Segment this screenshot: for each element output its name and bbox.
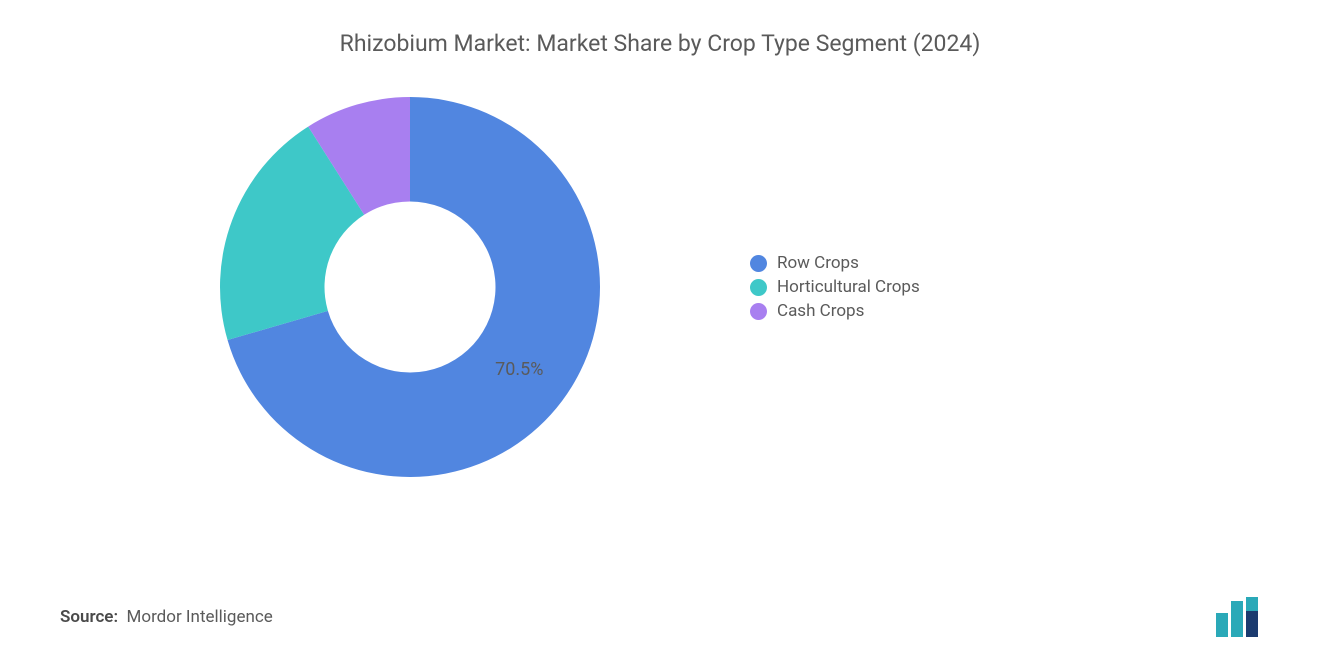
legend-item: Row Crops bbox=[750, 253, 920, 273]
legend-label: Row Crops bbox=[777, 253, 859, 273]
legend-item: Horticultural Crops bbox=[750, 277, 920, 297]
slice-percent-label: 70.5% bbox=[495, 359, 543, 380]
legend-dot-icon bbox=[750, 255, 767, 272]
source-line: Source: Mordor Intelligence bbox=[60, 607, 273, 627]
chart-title: Rhizobium Market: Market Share by Crop T… bbox=[60, 30, 1260, 57]
legend-label: Cash Crops bbox=[777, 301, 864, 321]
legend-dot-icon bbox=[750, 303, 767, 320]
chart-row: 70.5% Row Crops Horticultural Crops Cash C… bbox=[210, 87, 1260, 487]
legend: Row Crops Horticultural Crops Cash Crops bbox=[750, 249, 920, 325]
chart-container: Rhizobium Market: Market Share by Crop T… bbox=[0, 0, 1320, 665]
donut-svg bbox=[210, 87, 610, 487]
legend-dot-icon bbox=[750, 279, 767, 296]
source-prefix: Source: bbox=[60, 607, 118, 627]
brand-logo-icon bbox=[1214, 597, 1270, 637]
source-name: Mordor Intelligence bbox=[127, 607, 273, 627]
donut-chart: 70.5% bbox=[210, 87, 610, 487]
legend-item: Cash Crops bbox=[750, 301, 920, 321]
legend-label: Horticultural Crops bbox=[777, 277, 920, 297]
